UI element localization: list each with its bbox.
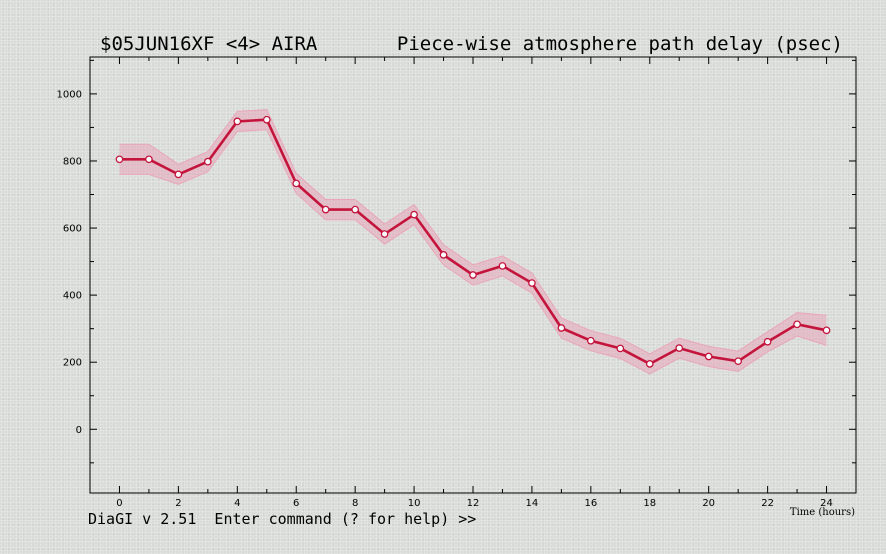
data-point [528,279,536,287]
data-point [380,230,389,238]
data-point [616,344,625,353]
error-band-upper [119,109,827,355]
error-band [119,109,827,375]
data-point [675,344,684,352]
x-tick-label: 24 [820,498,833,509]
data-point [410,210,418,219]
data-point [645,360,654,368]
data-point [734,357,743,366]
data-point [793,320,801,329]
x-tick-label: 22 [761,498,774,509]
x-tick-label: 12 [467,498,480,509]
data-series [119,118,827,366]
series-line [119,118,827,366]
y-tick-label: 1000 [57,89,82,100]
data-point [321,205,330,214]
data-point [145,155,153,164]
y-tick-label: 200 [63,358,82,369]
y-tick-label: 600 [63,224,82,235]
data-point [262,115,271,124]
data-point [174,170,183,179]
x-tick-label: 4 [234,498,240,509]
x-tick-label: 0 [116,498,122,509]
error-band-lower [119,129,827,375]
data-point [292,179,301,188]
data-point [115,155,124,164]
data-point [469,271,477,279]
plot-title: Piece-wise atmosphere path delay (psec) [397,33,843,55]
x-tick-label: 10 [408,498,421,509]
x-tick-label: 2 [175,498,181,509]
y-tick-label: 800 [63,156,82,167]
experiment-label: $05JUN16XF <4> AIRA [100,33,318,55]
x-tick-label: 18 [643,498,656,509]
data-point [586,336,595,345]
data-point [763,337,772,346]
x-axis-label: Time (hours) [790,507,855,518]
data-point [704,352,713,361]
data-point [439,251,448,259]
x-tick-label: 20 [702,498,715,509]
data-point [822,326,831,335]
y-tick-label: 0 [76,425,82,436]
data-point [557,324,566,332]
data-point [233,117,242,126]
x-tick-label: 14 [526,498,539,509]
data-point [203,157,212,166]
command-prompt[interactable]: DiaGI v 2.51 Enter command (? for help) … [88,510,477,528]
x-tick-label: 16 [584,498,597,509]
data-point [498,262,507,270]
data-point [351,205,360,214]
y-tick-label: 400 [63,291,82,302]
x-tick-label: 6 [293,498,299,509]
error-band-fill [119,109,827,374]
data-points [115,115,831,368]
x-tick-label: 8 [352,498,358,509]
